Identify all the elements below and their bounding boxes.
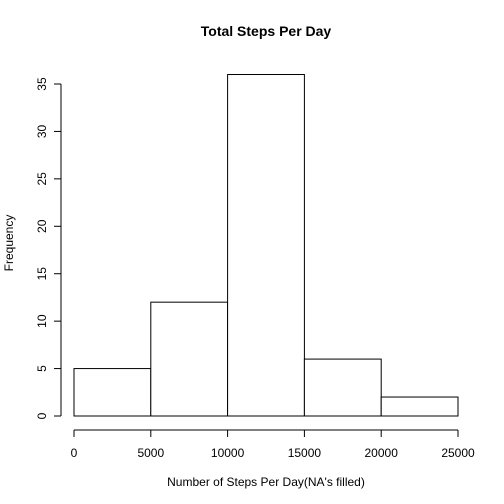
histogram-bar-3 (303, 358, 382, 417)
histogram-bar-2 (227, 74, 305, 417)
chart-title: Total Steps Per Day (201, 23, 332, 39)
y-tick-label: 0 (35, 412, 49, 419)
x-axis-label: Number of Steps Per Day(NA's filled) (167, 475, 365, 489)
histogram-bar-1 (150, 301, 229, 417)
x-tick-label: 10000 (211, 446, 245, 460)
y-tick-label: 20 (35, 219, 49, 233)
y-axis-label: Frequency (2, 215, 16, 272)
y-tick-label: 5 (35, 365, 49, 372)
histogram-bar-0 (73, 368, 152, 417)
bars-group (73, 74, 459, 417)
x-tick-label: 20000 (365, 446, 399, 460)
x-tick-label: 0 (71, 446, 78, 460)
histogram-bar-4 (380, 396, 459, 417)
y-tick-label: 30 (35, 124, 49, 138)
x-tick-label: 5000 (137, 446, 164, 460)
y-tick-label: 25 (35, 172, 49, 186)
y-tick-label: 35 (35, 77, 49, 91)
y-tick-label: 10 (35, 314, 49, 328)
x-tick-label: 25000 (441, 446, 475, 460)
x-tick-label: 15000 (288, 446, 322, 460)
y-axis: 0 5 10 15 20 25 30 35 (35, 77, 62, 419)
y-tick-label: 15 (35, 267, 49, 281)
x-axis: 0 5000 10000 15000 20000 25000 (71, 429, 475, 460)
